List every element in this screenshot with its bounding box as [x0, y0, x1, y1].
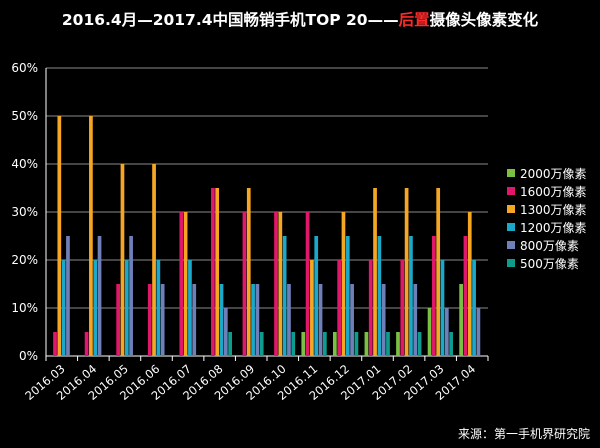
y-tick-label: 50% — [11, 109, 38, 123]
bar — [305, 212, 310, 356]
bar — [472, 260, 476, 356]
bar — [381, 284, 386, 356]
bar — [476, 308, 481, 356]
legend-swatch — [507, 187, 515, 195]
bar — [459, 284, 463, 356]
bar — [259, 332, 264, 356]
bar — [341, 212, 346, 356]
bar — [228, 332, 232, 356]
bar — [436, 188, 441, 356]
bar — [124, 260, 129, 356]
y-tick-label: 20% — [11, 253, 38, 267]
legend-label: 1600万像素 — [520, 185, 587, 199]
bar — [467, 212, 472, 356]
bar — [354, 332, 359, 356]
bar — [400, 260, 405, 356]
bar — [449, 332, 453, 356]
bar — [89, 116, 93, 356]
bar — [310, 260, 314, 356]
bar — [53, 332, 57, 356]
y-tick-label: 60% — [11, 61, 38, 75]
bar — [152, 164, 156, 356]
bar — [444, 308, 449, 356]
y-tick-label: 30% — [11, 205, 38, 219]
bar — [278, 212, 283, 356]
bar — [116, 284, 121, 356]
bar — [427, 308, 432, 356]
legend-swatch — [507, 241, 515, 249]
bar — [156, 260, 161, 356]
bar — [246, 188, 251, 356]
title-part-2: 摄像头像素变化 — [429, 11, 539, 29]
legend-label: 800万像素 — [520, 239, 579, 253]
bar — [322, 332, 327, 356]
bar — [291, 332, 296, 356]
source-note: 来源：第一手机界研究院 — [457, 427, 590, 441]
bar — [318, 284, 323, 356]
bar — [364, 332, 369, 356]
bar — [332, 332, 337, 356]
bar — [350, 284, 354, 356]
bar — [404, 188, 409, 356]
legend-label: 2000万像素 — [520, 167, 587, 181]
bar — [251, 284, 255, 356]
bar — [409, 236, 413, 356]
bar — [386, 332, 390, 356]
bar — [183, 212, 188, 356]
bar — [345, 236, 350, 356]
bar — [160, 284, 165, 356]
legend-swatch — [507, 259, 515, 267]
bar — [215, 188, 220, 356]
bar — [97, 236, 102, 356]
bar — [129, 236, 133, 356]
bar — [417, 332, 422, 356]
legend-label: 500万像素 — [520, 257, 579, 271]
bar — [223, 308, 228, 356]
bar — [93, 260, 98, 356]
legend-swatch — [507, 205, 515, 213]
bar — [282, 236, 287, 356]
bar — [432, 236, 436, 356]
bar — [179, 212, 184, 356]
bar — [61, 260, 66, 356]
title-highlight: 后置 — [398, 11, 430, 29]
bar — [66, 236, 70, 356]
bar — [373, 188, 377, 356]
bar — [219, 284, 224, 356]
bar — [377, 236, 382, 356]
y-tick-label: 10% — [11, 301, 38, 315]
bar — [255, 284, 260, 356]
y-tick-label: 40% — [11, 157, 38, 171]
bar — [211, 188, 215, 356]
legend-swatch — [507, 169, 515, 177]
bar — [463, 236, 468, 356]
title-part-1: 2016.4月—2017.4中国畅销手机TOP 20—— — [61, 11, 399, 29]
bar — [337, 260, 342, 356]
bar — [314, 236, 319, 356]
bar — [242, 212, 247, 356]
bar — [188, 260, 192, 356]
bar — [301, 332, 306, 356]
bar — [57, 116, 62, 356]
bar — [440, 260, 445, 356]
bar — [84, 332, 89, 356]
y-tick-label: 0% — [19, 349, 38, 363]
chart-title: 2016.4月—2017.4中国畅销手机TOP 20——后置摄像头像素变化 — [0, 8, 600, 30]
bar — [287, 284, 291, 356]
bar — [274, 212, 278, 356]
bar — [120, 164, 125, 356]
bar — [192, 284, 197, 356]
bar — [413, 284, 418, 356]
bar — [396, 332, 400, 356]
bar — [368, 260, 373, 356]
legend-label: 1300万像素 — [520, 203, 587, 217]
bar — [147, 284, 152, 356]
legend-label: 1200万像素 — [520, 221, 587, 235]
legend-swatch — [507, 223, 515, 231]
